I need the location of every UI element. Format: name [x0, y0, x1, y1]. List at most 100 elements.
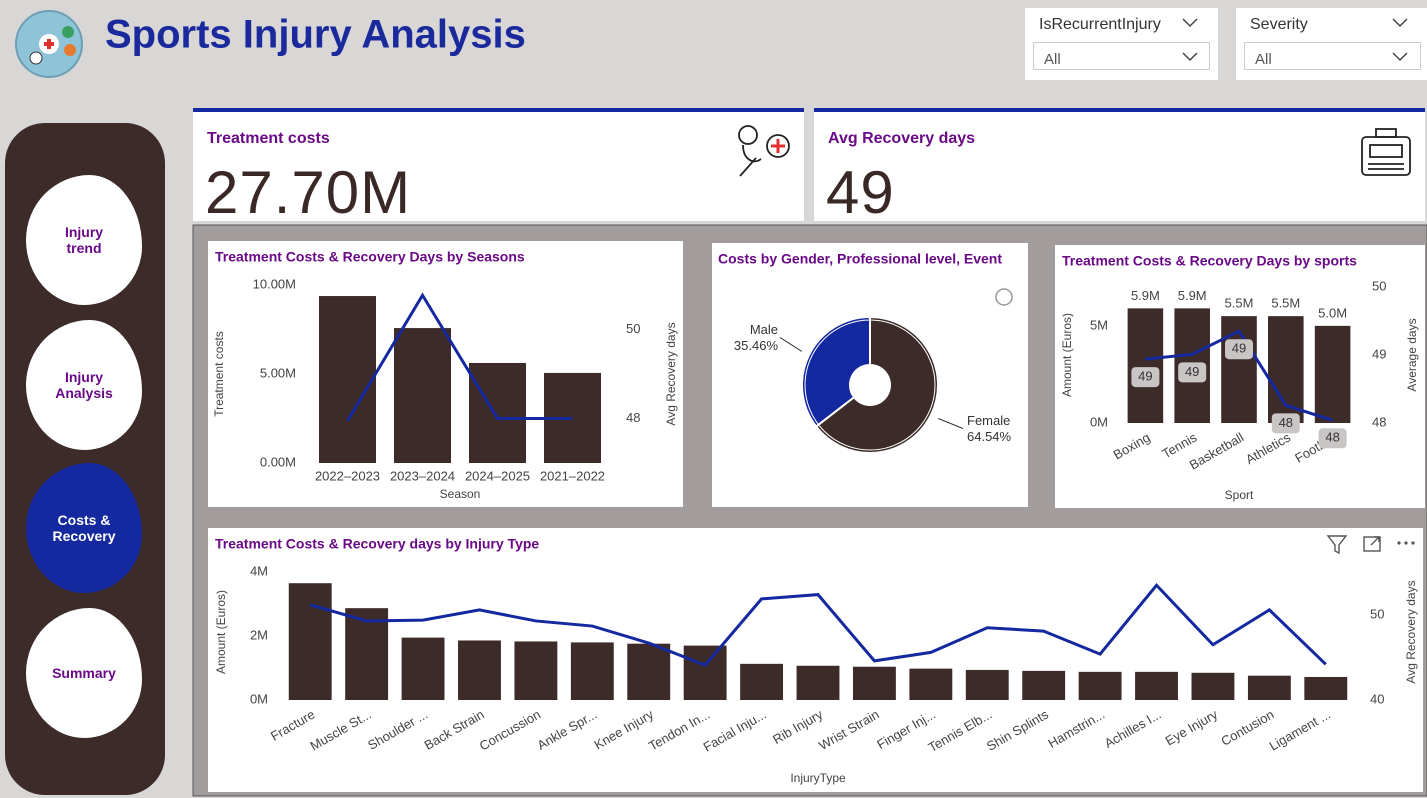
chevron-path — [1182, 52, 1198, 62]
bar — [1127, 308, 1164, 423]
leader-line — [938, 418, 964, 429]
kpi-card: Avg Recovery days 49 — [814, 108, 1425, 226]
y2-tick-label: 50 — [626, 321, 640, 336]
y2-tick-label: 48 — [1372, 414, 1386, 429]
filter-label: Severity — [1250, 16, 1308, 33]
pie-category: Female — [967, 413, 1010, 428]
bar — [401, 637, 445, 700]
y-axis-title: Treatment costs — [212, 331, 226, 417]
help-icon[interactable] — [995, 288, 1013, 306]
bar — [852, 666, 896, 700]
chart-title: Treatment Costs & Recovery Days by Seaso… — [215, 249, 525, 265]
chevron — [1392, 52, 1408, 62]
y2-axis-title: Average days — [1405, 318, 1419, 391]
y2-tick-label: 40 — [1370, 691, 1384, 706]
pie-category: Male — [750, 322, 778, 337]
line-label: 48 — [1279, 415, 1293, 430]
bar — [1135, 671, 1178, 700]
y2-axis-title: Avg Recovery days — [664, 322, 678, 425]
kpi-value: 49 — [826, 159, 895, 226]
bar — [345, 608, 389, 700]
bar — [288, 583, 332, 700]
bar — [469, 362, 526, 463]
bar — [570, 642, 614, 700]
line — [1145, 329, 1334, 422]
pie-label: 35.46% — [734, 338, 779, 353]
bar — [1247, 675, 1291, 700]
bar-label: 5.0M — [1318, 305, 1347, 320]
filter-value[interactable]: All — [1033, 42, 1210, 70]
filter-label: IsRecurrentInjury — [1039, 16, 1161, 33]
logo-ball — [62, 26, 74, 38]
pie-label: 64.54% — [967, 429, 1012, 444]
y-tick-label: 0.00M — [260, 454, 296, 469]
bar — [1191, 672, 1235, 700]
logo-ball — [64, 44, 76, 56]
bar — [319, 296, 376, 463]
more-icon[interactable] — [1397, 541, 1415, 545]
nav-button[interactable]: Injury Analysis — [26, 320, 142, 450]
nav-button[interactable]: Costs & Recovery — [26, 463, 142, 593]
x-tick-label: 2022–2023 — [315, 468, 380, 483]
bar — [1022, 670, 1066, 700]
y-tick-label: 0M — [250, 691, 268, 706]
chevron — [1182, 52, 1198, 62]
pie-ring — [804, 319, 936, 451]
kpi-card: Treatment costs 27.70M — [193, 108, 804, 226]
x-axis-title: Sport — [1225, 488, 1254, 502]
filter[interactable]: Severity All — [1236, 8, 1427, 80]
y2-tick-label: 50 — [1372, 278, 1386, 293]
focus-icon[interactable] — [1363, 536, 1381, 552]
bar — [909, 668, 953, 700]
filter-icon[interactable] — [1326, 535, 1348, 555]
nav-button[interactable]: Summary — [26, 608, 142, 738]
bar — [458, 640, 501, 700]
y-tick-label: 2M — [250, 627, 268, 642]
line-label: 49 — [1138, 369, 1152, 384]
line — [346, 292, 573, 422]
line-label: 48 — [1325, 430, 1339, 445]
line-label-box — [1131, 367, 1160, 388]
line-label-box — [1271, 413, 1300, 434]
kpi-value: 27.70M — [205, 159, 412, 226]
bar — [627, 643, 671, 700]
chevron — [1392, 18, 1408, 28]
y2-tick-label: 50 — [1370, 606, 1384, 621]
filter-value[interactable]: All — [1244, 42, 1421, 70]
line-label: 49 — [1232, 341, 1246, 356]
y2-tick-label: 49 — [1372, 346, 1386, 361]
bar — [965, 669, 1009, 700]
bar — [683, 645, 727, 700]
card — [208, 528, 1423, 792]
logo-ball — [29, 51, 43, 65]
line — [309, 582, 1327, 667]
kpi-label: Treatment costs — [207, 130, 330, 147]
bar — [1304, 676, 1348, 700]
bar — [1078, 671, 1122, 700]
chart-title: Treatment Costs & Recovery Days by sport… — [1062, 253, 1357, 269]
line-label-box — [1318, 428, 1347, 449]
y-axis-title: Amount (Euros) — [1060, 313, 1074, 397]
bar-label: 5.5M — [1271, 296, 1300, 311]
bar — [1268, 316, 1304, 423]
y-tick-label: 5.00M — [260, 365, 296, 380]
chevron-path — [1392, 18, 1408, 28]
y-axis-title: Amount (Euros) — [214, 590, 228, 674]
y-tick-label: 10.00M — [253, 276, 296, 291]
bar — [514, 641, 558, 700]
page-title: Sports Injury Analysis — [105, 13, 526, 57]
nav-button[interactable]: Injury trend — [26, 175, 142, 305]
card — [712, 243, 1028, 507]
bar-label: 5.9M — [1178, 288, 1207, 303]
y-tick-label: 4M — [250, 563, 268, 578]
leader-line — [779, 337, 803, 352]
line-label-box — [1178, 362, 1207, 383]
bar — [796, 665, 840, 700]
bar — [740, 663, 784, 700]
chevron-path — [1392, 52, 1408, 62]
bar-label: 5.5M — [1225, 296, 1254, 311]
filter[interactable]: IsRecurrentInjury All — [1025, 8, 1218, 80]
chart-title: Treatment Costs & Recovery days by Injur… — [215, 536, 539, 552]
chevron — [1182, 18, 1198, 28]
